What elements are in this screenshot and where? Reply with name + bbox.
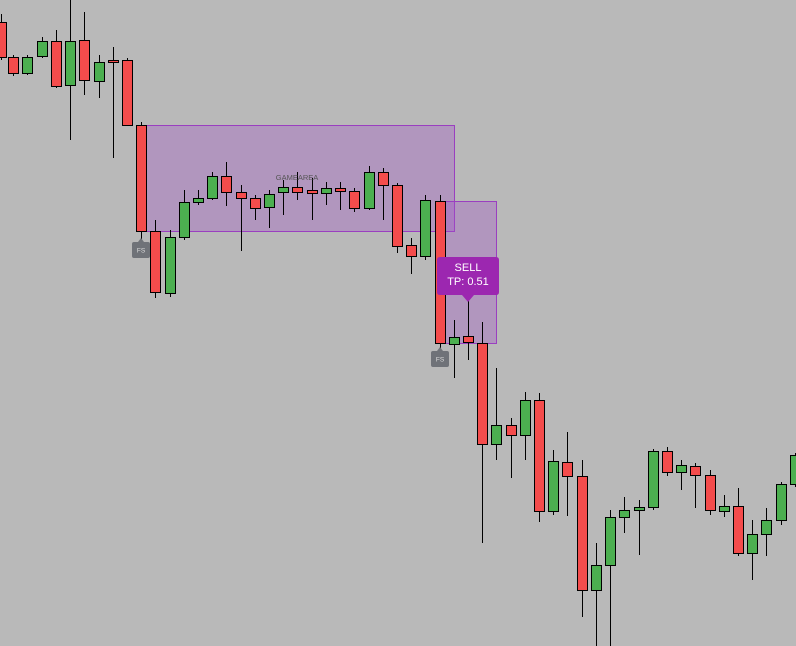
candle-body bbox=[236, 192, 247, 199]
candle-body bbox=[463, 336, 474, 343]
candle-body bbox=[278, 187, 289, 193]
candle-body bbox=[520, 400, 531, 436]
zones bbox=[141, 125, 497, 344]
candle-body bbox=[420, 200, 431, 257]
candle-body bbox=[690, 466, 701, 476]
candle-body bbox=[349, 191, 360, 209]
candle-body bbox=[122, 60, 133, 126]
badge-shape bbox=[431, 347, 449, 367]
candle-body bbox=[136, 125, 147, 232]
candle-body bbox=[221, 176, 232, 193]
candle-body bbox=[449, 337, 460, 345]
candle-body bbox=[307, 190, 318, 194]
badge: FS bbox=[431, 347, 449, 367]
candle-body bbox=[705, 475, 716, 511]
signal-tooltip: SELL TP: 0.51 bbox=[437, 257, 499, 302]
candle-body bbox=[406, 245, 417, 257]
candle-body bbox=[165, 237, 176, 294]
badge-label: FS bbox=[137, 248, 146, 255]
candle-body bbox=[292, 187, 303, 193]
candle-body bbox=[747, 534, 758, 554]
candle-body bbox=[179, 202, 190, 238]
candle-body bbox=[51, 41, 62, 87]
candle-body bbox=[506, 425, 517, 436]
candle-body bbox=[37, 41, 48, 57]
candle-body bbox=[392, 185, 403, 247]
candle-body bbox=[491, 425, 502, 445]
candle-body bbox=[719, 506, 730, 512]
candle-body bbox=[662, 451, 673, 473]
candle-body bbox=[321, 188, 332, 194]
candle-body bbox=[591, 565, 602, 591]
candle-body bbox=[108, 60, 119, 63]
badge-label: FS bbox=[436, 357, 445, 364]
candle-body bbox=[534, 400, 545, 512]
candle-body bbox=[733, 506, 744, 554]
candle-body bbox=[577, 476, 588, 591]
candle-body bbox=[761, 520, 772, 535]
candle-body bbox=[264, 194, 275, 208]
candle-body bbox=[94, 62, 105, 82]
candle-body bbox=[193, 198, 204, 203]
badge: FS bbox=[132, 238, 150, 258]
candle-body bbox=[65, 41, 76, 86]
candle-body bbox=[562, 462, 573, 477]
tooltip-box bbox=[437, 257, 499, 302]
candle-body bbox=[619, 510, 630, 518]
candle-body bbox=[548, 461, 559, 512]
candle-body bbox=[207, 176, 218, 199]
zone-label: GAMEAREA bbox=[276, 173, 319, 182]
candle-body bbox=[634, 507, 645, 511]
badge-shape bbox=[132, 238, 150, 258]
candle-body bbox=[676, 465, 687, 473]
candle-body bbox=[776, 484, 787, 521]
candle-body bbox=[150, 231, 161, 293]
candle-body bbox=[79, 40, 90, 81]
signal-target: TP: 0.51 bbox=[447, 276, 489, 288]
candle-body bbox=[605, 517, 616, 566]
candle-body bbox=[0, 22, 7, 58]
candle-body bbox=[250, 198, 261, 209]
candle-body bbox=[648, 451, 659, 508]
candle-body bbox=[364, 172, 375, 209]
candle-body bbox=[8, 57, 19, 74]
candle-body bbox=[477, 343, 488, 445]
candle-body bbox=[335, 188, 346, 192]
candle-body bbox=[22, 57, 33, 74]
signal-side: SELL bbox=[455, 262, 482, 274]
candle-body bbox=[790, 455, 796, 485]
candle-body bbox=[378, 172, 389, 186]
